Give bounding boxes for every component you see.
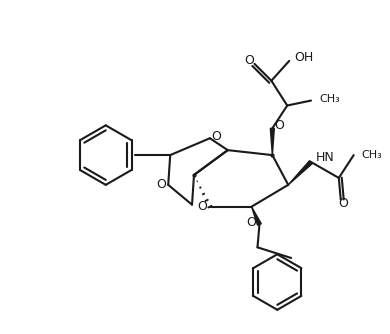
Polygon shape <box>270 128 274 155</box>
Text: CH₃: CH₃ <box>319 94 340 104</box>
Text: OH: OH <box>294 51 314 64</box>
Text: O: O <box>274 119 284 132</box>
Text: HN: HN <box>316 151 335 164</box>
Text: O: O <box>156 178 166 191</box>
Text: O: O <box>246 216 257 229</box>
Text: O: O <box>197 200 207 213</box>
Text: O: O <box>338 197 348 210</box>
Text: O: O <box>245 54 255 67</box>
Polygon shape <box>288 161 312 185</box>
Text: CH₃: CH₃ <box>362 150 382 160</box>
Polygon shape <box>252 207 261 225</box>
Text: O: O <box>211 130 221 143</box>
